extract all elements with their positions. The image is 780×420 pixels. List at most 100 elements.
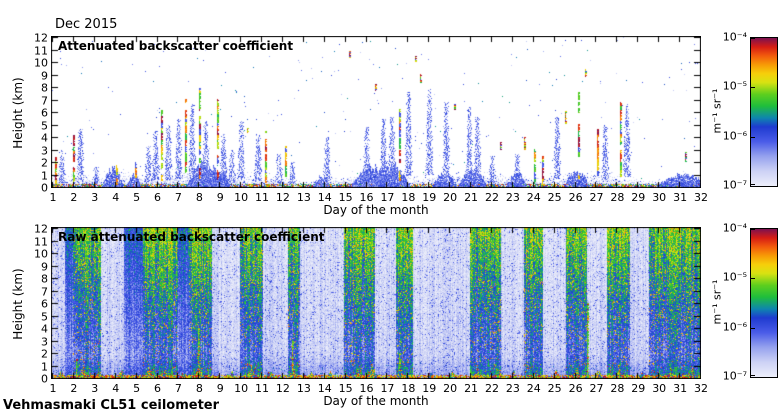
- x-tick-label: 20: [443, 382, 458, 395]
- y-tick-label: 0: [41, 181, 48, 195]
- x-tick-label: 1: [49, 382, 57, 395]
- x-tick-label: 18: [401, 382, 416, 395]
- panel-title-attenuated: Attenuated backscatter coefficient: [58, 39, 294, 53]
- y-tick-label: 10: [34, 247, 48, 261]
- x-tick-label: 27: [589, 382, 604, 395]
- y-tick-label: 12: [34, 222, 48, 236]
- y-tick-label: 6: [41, 297, 48, 311]
- x-tick-label: 3: [91, 382, 99, 395]
- y-tick-label: 2: [41, 347, 48, 361]
- panel-title-raw: Raw attenuated backscatter coefficient: [58, 230, 325, 244]
- y-tick-label: 9: [41, 69, 48, 82]
- x-tick-label: 25: [547, 191, 562, 204]
- y-tick-label: 7: [41, 285, 48, 298]
- colorbar-bottom: [750, 228, 778, 378]
- x-tick-label: 4: [112, 191, 120, 204]
- attenuated-backscatter-panel: Attenuated backscatter coefficient: [51, 36, 701, 188]
- attenuated-backscatter-heatmap: [51, 36, 701, 188]
- x-tick-label: 15: [338, 191, 353, 204]
- y-tick-label: 1: [41, 360, 48, 373]
- x-tick-label: 21: [464, 382, 479, 395]
- x-tick-label: 21: [464, 191, 479, 204]
- colorbar-tick-label: 10⁻⁷: [722, 369, 747, 383]
- x-tick-label: 12: [275, 382, 290, 395]
- x-tick-label: 6: [154, 191, 162, 204]
- colorbar-tick-label: 10⁻⁵: [722, 270, 747, 284]
- colorbar-tick-label: 10⁻⁶: [722, 320, 747, 334]
- colorbar-tick-label: 10⁻⁴: [722, 221, 747, 235]
- x-tick-label: 26: [568, 382, 583, 395]
- x-tick-label: 1: [49, 191, 57, 204]
- x-tick-label: 19: [422, 382, 437, 395]
- x-tick-label: 31: [673, 382, 688, 395]
- colorbar-tick-mark: [751, 38, 755, 39]
- x-tick-label: 24: [526, 191, 541, 204]
- y-tick-label: 8: [41, 81, 48, 95]
- raw-backscatter-panel: Raw attenuated backscatter coefficient: [51, 227, 701, 379]
- x-tick-label: 29: [631, 191, 646, 204]
- colorbar-tick-label: 10⁻⁴: [722, 30, 747, 44]
- x-tick-label: 29: [631, 382, 646, 395]
- x-tick-label: 8: [195, 382, 203, 395]
- x-tick-label: 2: [70, 382, 78, 395]
- colorbar-tick-mark: [751, 229, 755, 230]
- x-tick-label: 24: [526, 382, 541, 395]
- x-tick-label: 12: [275, 191, 290, 204]
- x-tick-label: 28: [610, 382, 625, 395]
- x-tick-label: 7: [174, 382, 182, 395]
- y-tick-label: 4: [41, 131, 48, 145]
- x-tick-label: 32: [694, 382, 708, 395]
- colorbar-tick-mark: [751, 136, 755, 138]
- y-tick-label: 11: [34, 44, 48, 57]
- x-tick-label: 13: [296, 382, 311, 395]
- x-tick-label: 20: [443, 191, 458, 204]
- x-tick-label: 4: [112, 382, 120, 395]
- x-tick-label: 31: [673, 191, 688, 204]
- x-axis-label-top: Day of the month: [323, 203, 429, 217]
- x-tick-label: 22: [484, 382, 499, 395]
- y-tick-label: 5: [41, 119, 48, 132]
- colorbar-tick-mark: [751, 327, 755, 329]
- x-tick-label: 28: [610, 191, 625, 204]
- colorbar-tick-label: 10⁻⁵: [722, 79, 747, 93]
- x-tick-label: 5: [133, 382, 141, 395]
- y-tick-label: 9: [41, 260, 48, 273]
- y-tick-label: 10: [34, 56, 48, 70]
- x-tick-label: 30: [652, 382, 667, 395]
- x-tick-label: 14: [317, 191, 332, 204]
- x-tick-label: 30: [652, 191, 667, 204]
- y-tick-label: 12: [34, 31, 48, 45]
- y-tick-label: 0: [41, 372, 48, 386]
- x-axis-label-bottom: Day of the month: [323, 394, 429, 408]
- colorbar-units-label-top: m⁻¹ sr⁻¹: [710, 88, 724, 134]
- x-tick-label: 23: [505, 382, 520, 395]
- x-tick-label: 6: [154, 382, 162, 395]
- y-tick-label: 1: [41, 169, 48, 182]
- y-tick-label: 7: [41, 94, 48, 107]
- x-tick-label: 10: [234, 191, 249, 204]
- colorbar-tick-label: 10⁻⁷: [722, 178, 747, 192]
- x-tick-label: 32: [694, 191, 708, 204]
- colorbar-top: [750, 37, 778, 187]
- colorbar-tick-mark: [751, 87, 755, 89]
- x-tick-label: 3: [91, 191, 99, 204]
- x-tick-label: 9: [216, 191, 224, 204]
- x-tick-label: 7: [174, 191, 182, 204]
- y-tick-label: 4: [41, 322, 48, 336]
- x-tick-label: 5: [133, 191, 141, 204]
- x-tick-label: 25: [547, 382, 562, 395]
- y-tick-label: 3: [41, 335, 48, 348]
- x-tick-label: 23: [505, 191, 520, 204]
- colorbar-units-label-bottom: m⁻¹ sr⁻¹: [710, 279, 724, 325]
- x-tick-label: 8: [195, 191, 203, 204]
- x-tick-label: 2: [70, 191, 78, 204]
- x-tick-label: 19: [422, 191, 437, 204]
- x-tick-label: 22: [484, 191, 499, 204]
- y-tick-label: 11: [34, 235, 48, 248]
- x-tick-label: 15: [338, 382, 353, 395]
- raw-backscatter-heatmap: [51, 227, 701, 379]
- x-tick-label: 11: [255, 191, 270, 204]
- y-tick-label: 5: [41, 310, 48, 323]
- colorbar-tick-mark: [751, 375, 755, 376]
